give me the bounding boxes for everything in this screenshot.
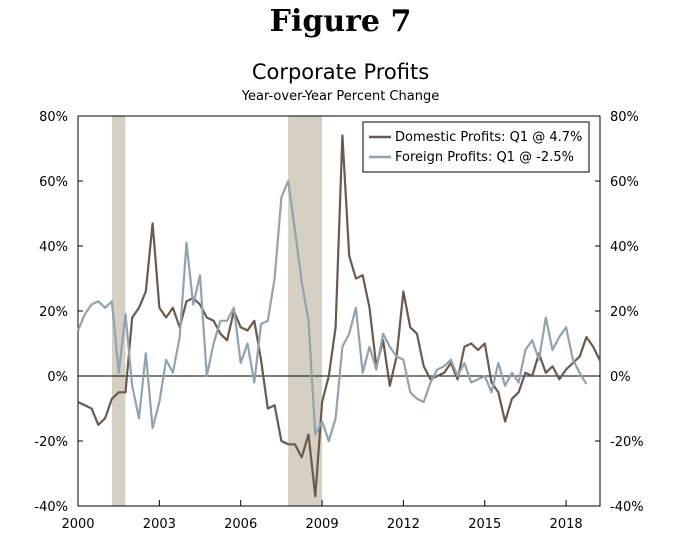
y-tick-label-right: -20% — [610, 435, 644, 450]
legend-label-foreign: Foreign Profits: Q1 @ -2.5% — [395, 150, 574, 165]
x-tick-label: 2000 — [61, 517, 94, 532]
x-tick-label: 2018 — [550, 517, 583, 532]
x-tick-label: 2012 — [387, 517, 420, 532]
y-tick-label-right: 20% — [610, 305, 639, 320]
y-tick-label-right: 0% — [610, 370, 631, 385]
chart-title: Corporate Profits — [251, 60, 430, 84]
x-tick-label: 2003 — [143, 517, 176, 532]
y-tick-label-left: 40% — [39, 240, 68, 255]
y-tick-label-left: -20% — [34, 435, 68, 450]
y-tick-label-right: 80% — [610, 110, 639, 125]
series-lines — [76, 134, 601, 498]
chart-subtitle: Year-over-Year Percent Change — [241, 89, 440, 104]
y-tick-label-right: -40% — [610, 500, 644, 515]
y-tick-label-left: 60% — [39, 175, 68, 190]
y-tick-label-left: 80% — [39, 110, 68, 125]
recession-band-0 — [111, 116, 126, 506]
x-tick-label: 2009 — [306, 517, 339, 532]
plot-frame — [77, 115, 601, 507]
legend-label-domestic: Domestic Profits: Q1 @ 4.7% — [395, 130, 582, 145]
legend: Domestic Profits: Q1 @ 4.7% Foreign Prof… — [362, 121, 590, 173]
recession-bands — [111, 116, 323, 506]
x-tick-label: 2015 — [468, 517, 501, 532]
series-line-domestic — [77, 134, 601, 498]
y-tick-label-right: 60% — [610, 175, 639, 190]
y-tick-label-left: 0% — [47, 370, 68, 385]
figure-heading: Figure 7 — [269, 4, 412, 39]
legend-box — [362, 121, 590, 173]
y-tick-label-left: 20% — [39, 305, 68, 320]
series-line-foreign — [76, 179, 588, 443]
x-tick-label: 2006 — [224, 517, 257, 532]
y-tick-label-left: -40% — [34, 500, 68, 515]
recession-band-1 — [288, 116, 323, 506]
y-tick-label-right: 40% — [610, 240, 639, 255]
